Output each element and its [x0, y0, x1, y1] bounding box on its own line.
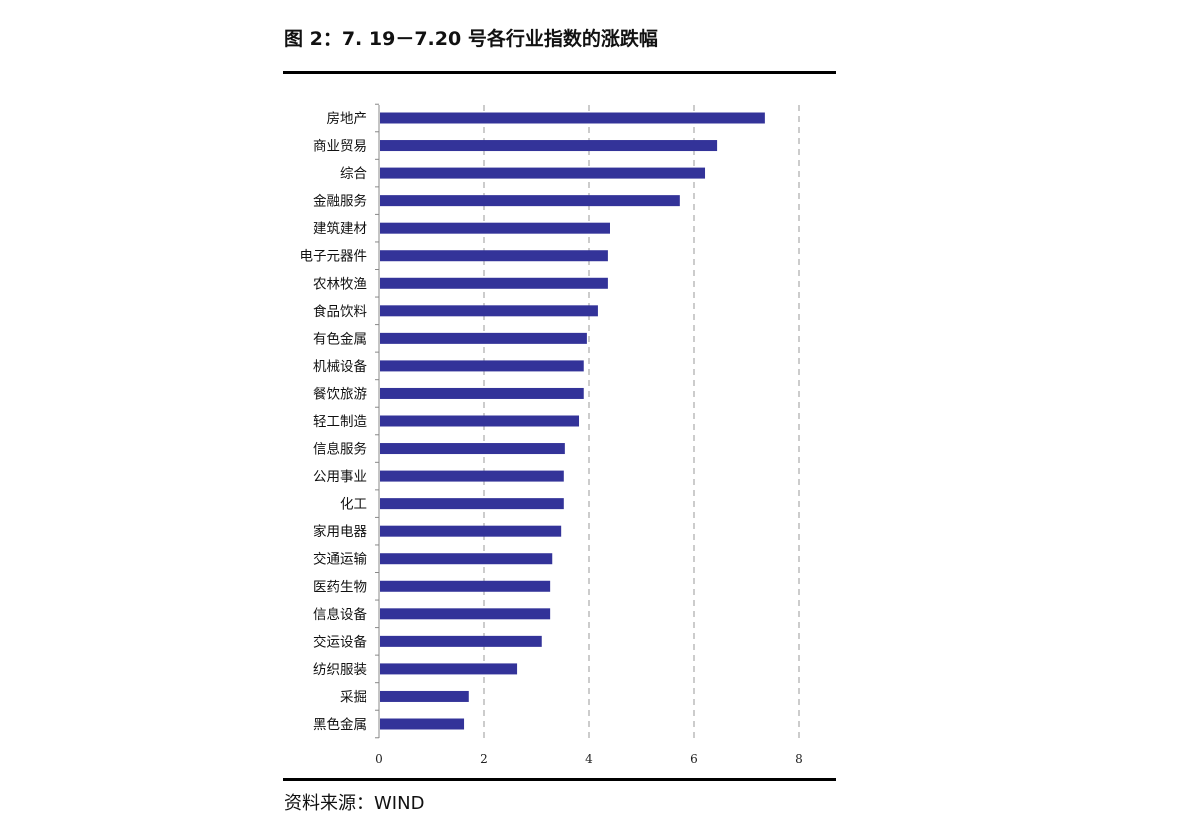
bar [380, 608, 551, 620]
bar [380, 525, 562, 537]
bar [380, 470, 564, 482]
bar [380, 553, 553, 565]
category-label: 采掘 [340, 689, 367, 705]
category-label: 医药生物 [313, 579, 367, 595]
category-label: 轻工制造 [313, 414, 367, 430]
category-label: 房地产 [327, 111, 368, 127]
bar [380, 663, 518, 675]
category-label: 交通运输 [313, 551, 367, 568]
bar [380, 415, 580, 427]
bar [380, 222, 610, 234]
category-label: 公用事业 [313, 469, 367, 485]
top-rule [283, 71, 836, 74]
bar [380, 167, 706, 179]
bar [380, 443, 565, 455]
category-label: 信息设备 [313, 606, 367, 623]
bar [380, 387, 584, 399]
bar [380, 498, 564, 510]
bar [380, 580, 551, 592]
x-tick-label: 2 [480, 752, 488, 766]
bar [380, 140, 718, 152]
category-label: 商业贸易 [313, 139, 367, 155]
bar [380, 332, 587, 344]
category-label: 信息服务 [313, 441, 367, 458]
x-tick-label: 8 [795, 752, 803, 766]
category-label: 家用电器 [313, 523, 367, 540]
source-note: 资料来源：WIND [284, 793, 425, 814]
bar [380, 195, 680, 207]
category-label: 金融服务 [313, 194, 367, 210]
bar [380, 305, 598, 317]
x-tick-label: 0 [375, 752, 383, 766]
category-label: 纺织服装 [313, 662, 367, 678]
category-label: 建筑建材 [313, 221, 367, 237]
category-label: 有色金属 [313, 330, 367, 347]
x-tick-label: 4 [585, 752, 593, 766]
bar [380, 250, 608, 262]
category-label: 化工 [340, 497, 367, 513]
category-label: 餐饮旅游 [313, 386, 367, 402]
category-label: 综合 [340, 166, 367, 182]
bottom-rule [283, 778, 836, 781]
category-label: 黑色金属 [313, 716, 367, 733]
bar [380, 635, 542, 647]
bar [380, 718, 465, 730]
category-label: 机械设备 [313, 358, 367, 375]
chart-title: 图 2：7. 19－7.20 号各行业指数的涨跌幅 [284, 28, 658, 50]
category-label: 农林牧渔 [313, 276, 367, 292]
category-label: 交运设备 [313, 633, 367, 650]
category-label: 电子元器件 [300, 249, 368, 265]
bar [380, 112, 765, 124]
bar [380, 360, 584, 372]
bar [380, 690, 469, 702]
x-tick-label: 6 [690, 752, 698, 766]
category-label: 食品饮料 [313, 303, 367, 320]
bar [380, 277, 608, 289]
